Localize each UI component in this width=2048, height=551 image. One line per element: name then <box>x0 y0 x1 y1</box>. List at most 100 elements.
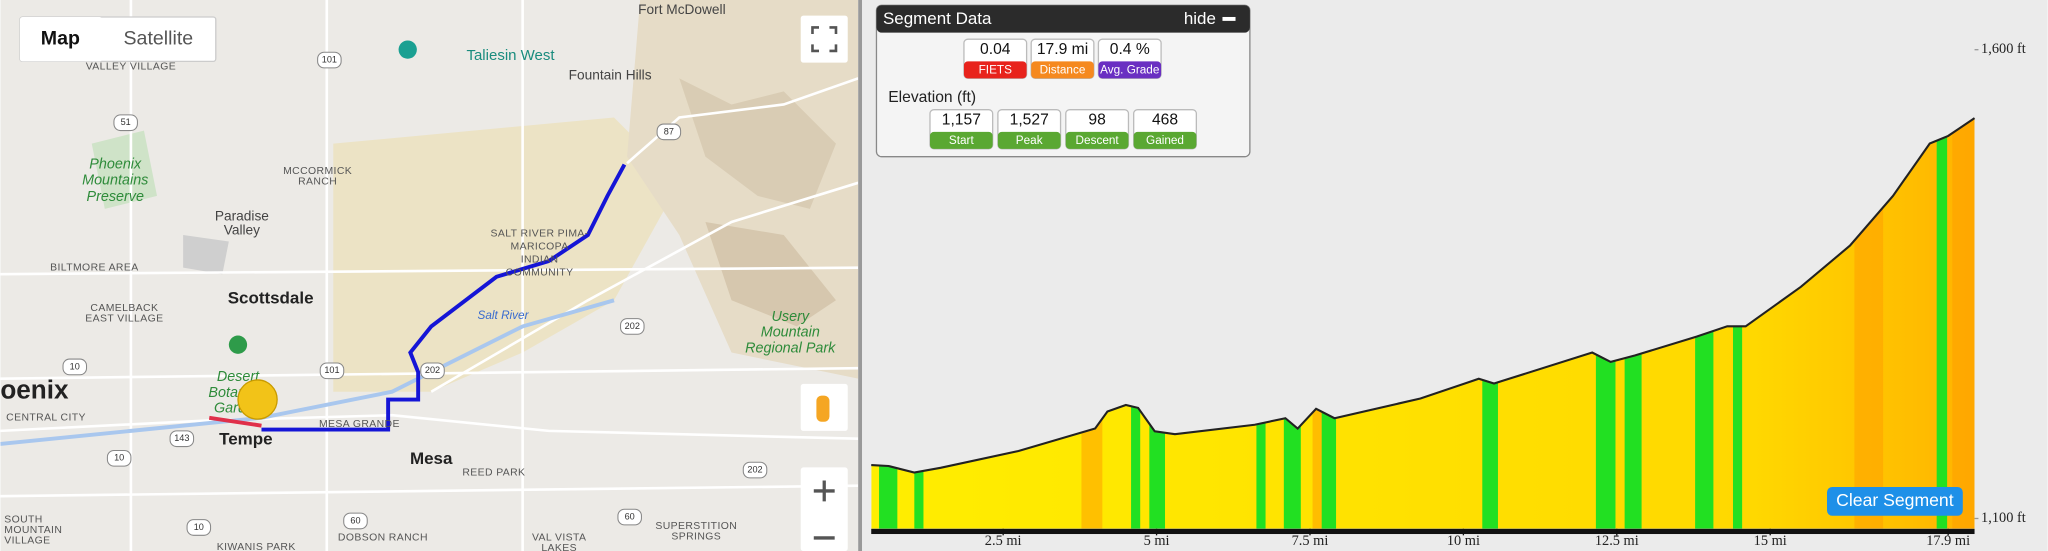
place-label: Usery <box>772 309 810 325</box>
stat-label: Distance <box>1040 64 1086 77</box>
start-marker[interactable] <box>237 379 278 420</box>
place-label: CENTRAL CITY <box>6 413 86 424</box>
place-label: LAKES <box>541 543 577 551</box>
elevation-line <box>871 117 1976 474</box>
panel-title: Segment Data <box>883 9 992 28</box>
stat-tag <box>963 61 1027 79</box>
place-label: Phoenix <box>89 156 142 172</box>
place-label: Salt River <box>478 309 530 322</box>
shield <box>656 123 682 141</box>
x-tick-label: 2.5 mi <box>985 533 1022 549</box>
shield-label: 51 <box>121 117 131 127</box>
place-label: Preserve <box>87 189 144 205</box>
stat-value: 1,527 <box>1010 111 1049 128</box>
stats: 0.04 FIETS 17.9 mi Distance 0.4 % Avg. Grade 1… <box>929 38 1198 150</box>
shield <box>420 362 445 380</box>
place-label: INDIAN <box>521 255 559 266</box>
panel-header <box>876 5 1250 33</box>
place-label: CAMELBACK <box>90 303 158 314</box>
shield <box>106 449 132 467</box>
clear-segment-button[interactable] <box>1826 487 1963 516</box>
pegman-icon <box>816 395 830 422</box>
stat-tag <box>1133 131 1197 149</box>
hide-button[interactable]: hide <box>1184 9 1216 28</box>
zoom-control <box>800 467 848 551</box>
highway-shields: 101 51 87 202 101 202 10 143 10 202 60 60 10 <box>62 51 768 536</box>
fullscreen-icon <box>811 26 838 53</box>
divider <box>858 0 863 551</box>
shield <box>620 318 645 335</box>
hide-icon[interactable] <box>1222 16 1236 21</box>
shield-label: 60 <box>625 511 635 521</box>
x-tick-label: 5 mi <box>1144 533 1170 549</box>
place-label: Fountain Hills <box>569 67 652 82</box>
stat-value: 1,157 <box>942 111 981 128</box>
place-label: Scottsdale <box>228 288 314 307</box>
stat-tag <box>1065 131 1129 149</box>
place-label: SPRINGS <box>671 531 721 542</box>
fullscreen-button[interactable] <box>800 15 848 63</box>
stat-tag <box>929 131 993 149</box>
shield-label: 143 <box>174 433 189 443</box>
place-label: BILTMORE AREA <box>50 262 138 273</box>
band <box>1952 118 1975 529</box>
shield <box>742 461 768 479</box>
place-labels: Fort McDowell Taliesin West VALLEY VILLAGE… <box>0 2 836 551</box>
segment-panel: Segment Data hide Elevation (ft) 0.04 FIE… <box>875 4 1251 158</box>
clear-segment-label[interactable]: Clear Segment <box>1836 490 1954 510</box>
place-label: SUPERSTITION <box>655 521 737 532</box>
map-button-label[interactable]: Map <box>41 27 80 49</box>
place-label: Taliesin West <box>466 47 555 64</box>
river <box>0 298 615 446</box>
x-axis-bar <box>871 528 1975 535</box>
stat-value: 17.9 mi <box>1037 41 1088 58</box>
terrain <box>705 221 836 327</box>
stat-label: Start <box>949 134 975 147</box>
shield <box>317 51 342 69</box>
x-tick-label: 15 mi <box>1754 533 1787 549</box>
place-label: oenix <box>0 375 69 405</box>
map-button[interactable] <box>19 16 103 62</box>
shield-label: 101 <box>322 54 337 64</box>
x-tick-label: 7.5 mi <box>1292 533 1329 549</box>
place-label: REED PARK <box>462 467 525 478</box>
shield <box>113 114 138 132</box>
stat-label: Descent <box>1076 134 1120 147</box>
x-tick-label: 17.9 mi <box>1926 533 1970 549</box>
satellite-button-label[interactable]: Satellite <box>124 27 194 49</box>
y-tick-label: 1,600 ft <box>1981 41 2026 57</box>
place-label: SOUTH <box>4 514 43 525</box>
stat-label: FIETS <box>979 64 1012 77</box>
place-label: Mountain <box>761 325 820 341</box>
stat-value: 468 <box>1152 111 1178 128</box>
shield <box>62 358 88 376</box>
y-tick-label: 1,100 ft <box>1981 510 2026 526</box>
shield <box>186 519 212 536</box>
stat-label: Peak <box>1016 134 1043 147</box>
map[interactable]: Fort McDowell Taliesin West VALLEY VILLAGE… <box>0 0 859 551</box>
place-label: Valley <box>224 223 260 238</box>
stat-value: 0.04 <box>980 41 1011 58</box>
place-label: KIWANIS PARK <box>217 542 296 551</box>
place-label: MCCORMICK <box>283 166 352 177</box>
stat-tag <box>1098 61 1162 79</box>
desert-area <box>333 117 680 392</box>
place-label: Paradise <box>215 208 269 223</box>
terrain <box>183 235 229 275</box>
shield <box>617 508 642 526</box>
zoom-in[interactable] <box>813 480 835 502</box>
place-label: Mountains <box>82 173 148 189</box>
shield-label: 60 <box>350 515 360 525</box>
place-label: MESA GRANDE <box>319 419 400 430</box>
terrain <box>679 78 836 209</box>
stat-label: Avg. Grade <box>1100 64 1160 77</box>
shield <box>319 362 345 380</box>
elevation-title: Elevation (ft) <box>888 89 976 106</box>
place-label: VILLAGE <box>4 535 50 546</box>
place-label: SALT RIVER PIMA- <box>491 228 589 239</box>
place-label: COMMUNITY <box>506 268 574 279</box>
stat-value: 0.4 % <box>1110 41 1150 58</box>
place-label: RANCH <box>298 176 337 187</box>
